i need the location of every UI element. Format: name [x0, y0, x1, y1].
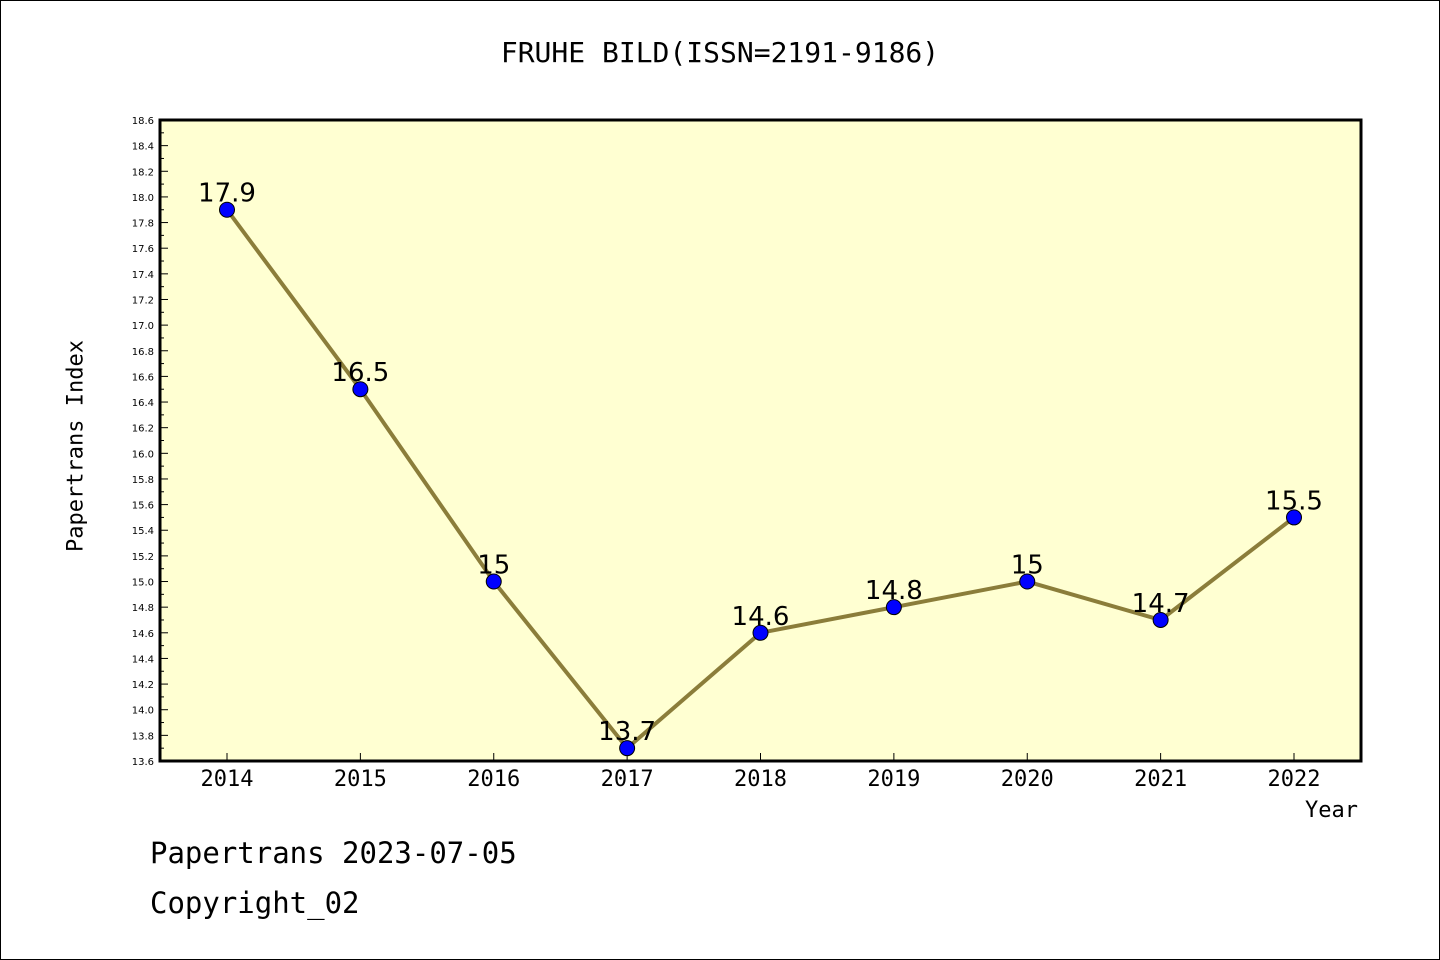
data-point — [352, 381, 369, 398]
y-tick-label: 13.6 — [132, 757, 154, 768]
data-point — [219, 201, 235, 218]
data-point — [1286, 509, 1302, 526]
data-point — [1152, 611, 1169, 628]
x-tick-label: 2019 — [867, 767, 920, 792]
y-tick-label: 17.0 — [132, 321, 154, 332]
x-axis-title: Year — [1305, 798, 1358, 823]
y-tick-label: 14.6 — [132, 629, 154, 640]
y-tick-label: 14.0 — [132, 706, 154, 717]
y-tick-label: 17.8 — [132, 219, 154, 230]
y-tick-label: 15.4 — [132, 526, 154, 537]
y-tick-label: 17.4 — [132, 270, 154, 281]
x-tick-label: 2020 — [1001, 767, 1054, 792]
plot-border — [158, 118, 1363, 763]
data-label: 13.7 — [598, 717, 656, 747]
y-tick-label: 18.6 — [132, 116, 154, 127]
y-tick-label: 16.6 — [132, 372, 154, 383]
data-label: 16.5 — [331, 358, 389, 388]
footer-copyright-line: Copyright_02 — [150, 886, 360, 920]
y-tick-label: 16.0 — [132, 449, 154, 460]
data-point — [619, 740, 636, 757]
y-tick-label: 16.2 — [132, 424, 154, 435]
y-tick-label: 14.8 — [132, 603, 154, 614]
data-label: 15 — [1011, 551, 1044, 581]
y-tick-label: 16.8 — [132, 347, 154, 358]
y-tick-label: 17.6 — [132, 244, 154, 255]
data-label: 14.6 — [732, 602, 790, 632]
x-tick-label: 2014 — [201, 767, 254, 792]
x-tick-label: 2022 — [1268, 767, 1321, 792]
y-tick-label: 15.8 — [132, 475, 154, 486]
data-label: 15.5 — [1265, 486, 1323, 516]
x-tick-label: 2021 — [1134, 767, 1187, 792]
y-tick-label: 13.8 — [132, 731, 154, 742]
data-label: 14.8 — [865, 576, 923, 606]
data-point — [1019, 573, 1036, 590]
y-tick-label: 18.4 — [132, 142, 154, 153]
x-tick-label: 2017 — [601, 767, 654, 792]
y-tick-label: 16.4 — [132, 398, 154, 409]
chart-title: FRUHE BILD(ISSN=2191-9186) — [500, 36, 940, 69]
x-tick-label: 2018 — [734, 767, 787, 792]
data-point — [752, 624, 769, 641]
y-tick-label: 15.0 — [132, 578, 154, 589]
x-tick-label: 2016 — [467, 767, 520, 792]
x-tick-label: 2015 — [334, 767, 387, 792]
y-tick-label: 18.2 — [132, 167, 154, 178]
footer-date-line: Papertrans 2023-07-05 — [150, 836, 517, 870]
data-label: 17.9 — [198, 179, 256, 209]
y-tick-label: 14.4 — [132, 654, 154, 665]
y-tick-label: 15.2 — [132, 552, 154, 563]
plot-area — [160, 120, 1361, 761]
data-point — [485, 573, 502, 590]
y-axis-title: Papertrans Index — [63, 340, 89, 552]
data-label: 15 — [477, 551, 510, 581]
y-tick-label: 15.6 — [132, 501, 154, 512]
y-tick-label: 18.0 — [132, 193, 154, 204]
data-point — [885, 599, 902, 616]
y-tick-label: 14.2 — [132, 680, 154, 691]
data-label: 14.7 — [1132, 589, 1190, 619]
y-tick-label: 17.2 — [132, 295, 154, 306]
